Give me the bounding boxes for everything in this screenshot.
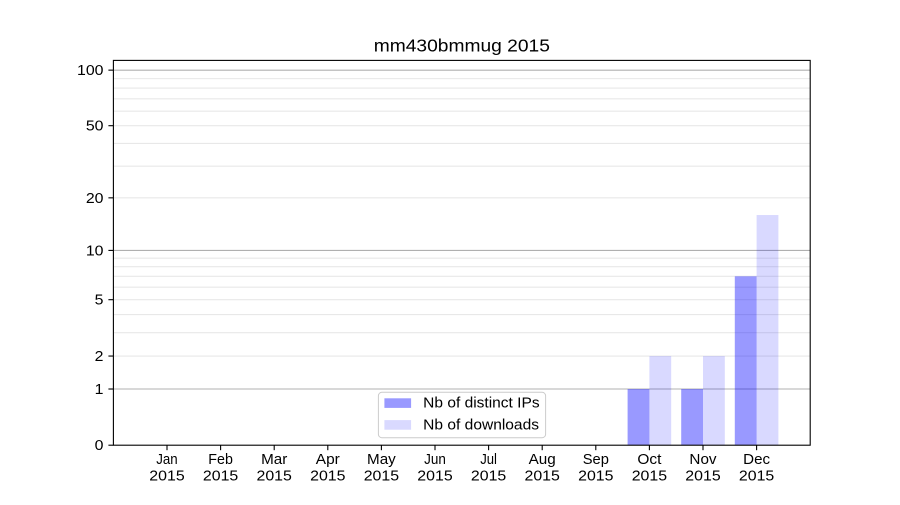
svg-text:2015: 2015 — [578, 469, 613, 485]
svg-text:2015: 2015 — [310, 469, 345, 485]
svg-text:Jul: Jul — [480, 452, 497, 468]
svg-text:1: 1 — [95, 382, 104, 398]
svg-text:2015: 2015 — [471, 469, 506, 485]
svg-text:Oct: Oct — [637, 452, 661, 468]
svg-text:2015: 2015 — [203, 469, 238, 485]
svg-text:Jun: Jun — [424, 452, 446, 468]
svg-text:2015: 2015 — [739, 469, 774, 485]
svg-text:5: 5 — [95, 293, 104, 309]
svg-text:2015: 2015 — [417, 469, 452, 485]
svg-text:2015: 2015 — [525, 469, 560, 485]
svg-text:100: 100 — [77, 63, 104, 79]
svg-text:2015: 2015 — [685, 469, 720, 485]
svg-text:20: 20 — [86, 191, 104, 207]
svg-text:Sep: Sep — [583, 452, 609, 468]
svg-text:Nb of downloads: Nb of downloads — [423, 417, 539, 433]
svg-text:Jan: Jan — [156, 452, 177, 468]
svg-text:Dec: Dec — [743, 452, 770, 468]
svg-text:May: May — [367, 452, 396, 468]
svg-text:10: 10 — [86, 243, 104, 259]
svg-text:mm430bmmug 2015: mm430bmmug 2015 — [374, 36, 550, 56]
svg-text:2015: 2015 — [149, 469, 184, 485]
svg-text:2015: 2015 — [257, 469, 292, 485]
svg-text:Apr: Apr — [316, 452, 340, 468]
svg-text:50: 50 — [86, 119, 104, 135]
svg-text:Nov: Nov — [689, 452, 717, 468]
svg-text:Nb of distinct IPs: Nb of distinct IPs — [423, 396, 539, 412]
svg-text:2015: 2015 — [632, 469, 667, 485]
svg-text:Mar: Mar — [261, 452, 287, 468]
svg-text:Feb: Feb — [208, 452, 233, 468]
svg-text:Aug: Aug — [529, 452, 556, 468]
svg-text:2015: 2015 — [364, 469, 399, 485]
svg-text:0: 0 — [95, 438, 104, 454]
svg-text:2: 2 — [95, 349, 104, 365]
